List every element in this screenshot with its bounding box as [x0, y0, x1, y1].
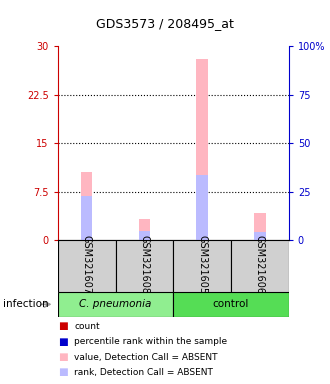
- Text: percentile rank within the sample: percentile rank within the sample: [74, 337, 227, 346]
- Text: ■: ■: [58, 367, 68, 377]
- Bar: [254, 213, 266, 240]
- Text: rank, Detection Call = ABSENT: rank, Detection Call = ABSENT: [74, 368, 213, 377]
- Bar: [139, 231, 150, 240]
- Text: GSM321607: GSM321607: [82, 235, 92, 295]
- Text: C. pneumonia: C. pneumonia: [79, 299, 152, 310]
- Bar: [115, 240, 173, 292]
- Bar: [196, 59, 208, 240]
- Bar: [81, 196, 92, 240]
- Text: value, Detection Call = ABSENT: value, Detection Call = ABSENT: [74, 353, 218, 362]
- Text: infection: infection: [3, 299, 49, 310]
- Bar: [139, 219, 150, 240]
- Bar: [58, 240, 115, 292]
- Text: ■: ■: [58, 321, 68, 331]
- Bar: [81, 172, 92, 240]
- Text: ■: ■: [58, 352, 68, 362]
- Text: GSM321608: GSM321608: [139, 235, 149, 295]
- Bar: [173, 292, 289, 317]
- Text: GSM321605: GSM321605: [197, 235, 207, 295]
- Text: control: control: [213, 299, 249, 310]
- Text: count: count: [74, 322, 100, 331]
- Bar: [254, 232, 266, 240]
- Text: GDS3573 / 208495_at: GDS3573 / 208495_at: [96, 17, 234, 30]
- Bar: [58, 292, 173, 317]
- Text: ■: ■: [58, 337, 68, 347]
- Bar: [196, 175, 208, 240]
- Bar: [231, 240, 289, 292]
- Text: GSM321606: GSM321606: [255, 235, 265, 295]
- Bar: [173, 240, 231, 292]
